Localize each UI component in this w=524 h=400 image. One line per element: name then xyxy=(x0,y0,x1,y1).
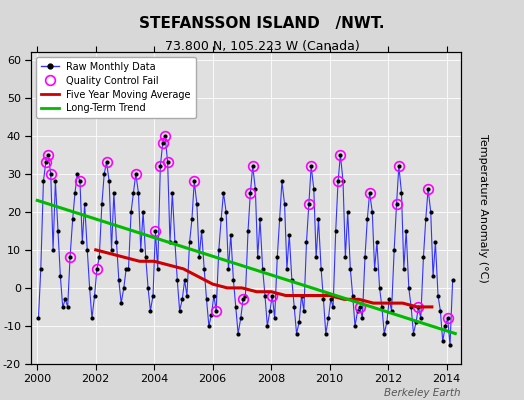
Text: STEFANSSON ISLAND   /NWT.: STEFANSSON ISLAND /NWT. xyxy=(139,16,385,31)
Text: 73.800 N, 105.223 W (Canada): 73.800 N, 105.223 W (Canada) xyxy=(165,40,359,53)
Legend: Raw Monthly Data, Quality Control Fail, Five Year Moving Average, Long-Term Tren: Raw Monthly Data, Quality Control Fail, … xyxy=(36,57,196,118)
Y-axis label: Temperature Anomaly (°C): Temperature Anomaly (°C) xyxy=(478,134,488,282)
Text: Berkeley Earth: Berkeley Earth xyxy=(385,388,461,398)
